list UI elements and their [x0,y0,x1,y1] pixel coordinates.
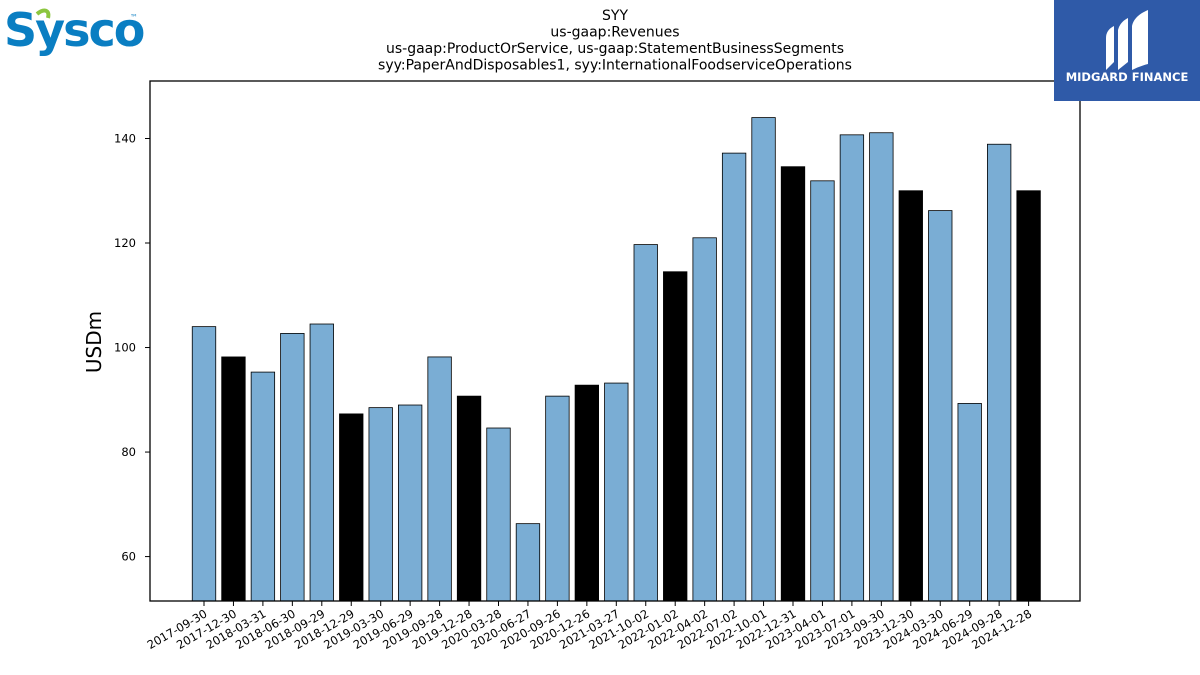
midgard-emblem-icon [1106,10,1148,70]
bar [957,403,982,602]
sysco-logo-text: Sysco [4,3,144,57]
midgard-logo-text: MIDGARD FINANCE [1066,70,1189,84]
bar [633,244,658,602]
bar [427,356,452,602]
bar [545,395,570,602]
sysco-swoosh-icon [35,8,51,19]
y-axis: 60 80 100 120 140 [114,131,150,564]
midgard-finance-logo: MIDGARD FINANCE [1054,0,1200,101]
bar [221,356,246,602]
bar [515,523,541,602]
x-axis: 2017-09-302017-12-302018-03-312018-06-30… [145,601,1034,652]
bar [604,382,629,602]
bar [574,384,599,602]
sysco-tm: ™ [130,13,138,22]
bar [663,271,688,602]
plot-frame [149,80,1081,602]
sysco-logo: Sysco ™ [4,3,144,57]
bar [751,117,776,602]
bar [191,326,217,602]
bar [869,132,894,602]
bar [250,371,276,602]
y-tick-label: 80 [121,445,136,459]
bar [309,323,334,602]
bar [280,333,305,602]
bar [928,210,953,602]
bar [339,413,364,602]
y-tick-label: 100 [114,341,136,355]
bar [898,190,923,602]
bar [839,134,865,602]
chart-title: SYYus-gaap:Revenuesus-gaap:ProductOrServ… [378,8,852,74]
bar [810,180,835,602]
bars [191,117,1041,602]
chart-title-line: SYY [602,8,628,24]
bar [721,152,747,602]
bar [368,407,393,602]
bar [486,427,511,602]
chart-title-line: us-gaap:ProductOrService, us-gaap:Statem… [386,41,844,57]
bar [987,143,1012,602]
y-tick-label: 140 [114,131,136,145]
bar [456,395,482,602]
bar [780,166,806,602]
bar [397,404,423,602]
y-tick-label: 60 [121,550,136,564]
y-axis-label: USDm [82,311,106,373]
bar [692,237,717,602]
chart-title-line: syy:PaperAndDisposables1, syy:Internatio… [378,58,852,74]
bar [1016,190,1041,602]
y-tick-label: 120 [114,236,136,250]
chart-title-line: us-gaap:Revenues [550,25,679,41]
